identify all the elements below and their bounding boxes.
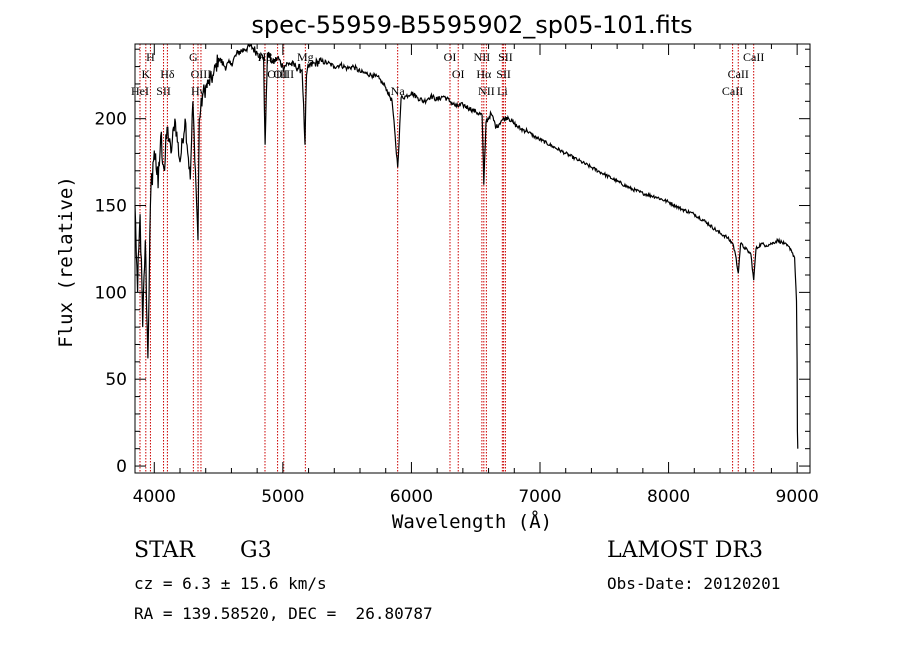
axis-tick-labels: 4000 5000 6000 7000 8000 9000 0 50 100 150 200 — [95, 110, 819, 507]
spectral-lines — [139, 44, 755, 473]
spectral-line-labels: HeIKHSIIHδGHγOIIIHβOIIIOIIIMgNaOIOINIIHα… — [131, 50, 764, 98]
spectral-line-label: H — [146, 50, 155, 64]
spectral-line-label: OIII — [191, 67, 212, 81]
y-axis-label: Flux (relative) — [55, 176, 77, 348]
spectral-line-label: G — [189, 50, 198, 64]
chart-title: spec-55959-B5595902_sp05-101.fits — [251, 11, 692, 39]
x-tick-label: 5000 — [261, 487, 304, 507]
y-tick-label: 150 — [95, 197, 127, 217]
spectral-line-label: CaII — [728, 67, 749, 81]
spectral-line-label: Hγ — [191, 84, 206, 98]
x-tick-label: 4000 — [133, 487, 176, 507]
x-axis-label: Wavelength (Å) — [392, 510, 552, 533]
spectral-line-label: OI — [452, 67, 465, 81]
spectral-line-label: SII — [156, 84, 171, 98]
y-tick-label: 0 — [116, 457, 127, 477]
spectral-line-label: CaII — [743, 50, 764, 64]
redshift-text: cz = 6.3 ± 15.6 km/s — [134, 574, 327, 593]
y-tick-label: 200 — [95, 110, 127, 130]
y-tick-label: 50 — [105, 370, 127, 390]
spectral-line-label: SII — [496, 67, 511, 81]
x-tick-label: 9000 — [776, 487, 819, 507]
spectral-line-label: K — [141, 67, 150, 81]
spectral-line-label: Mg — [297, 50, 314, 64]
coordinates-text: RA = 139.58520, DEC = 26.80787 — [134, 604, 433, 623]
spectral-line-label: OIII — [267, 67, 288, 81]
spectral-line-label: SII — [498, 50, 513, 64]
spectral-line-label: Li — [497, 84, 508, 98]
object-class: STAR — [134, 538, 195, 563]
observation-date: Obs-Date: 20120201 — [607, 574, 781, 593]
x-tick-label: 7000 — [518, 487, 561, 507]
y-tick-label: 100 — [95, 283, 127, 303]
spectral-line-label: OI — [444, 50, 457, 64]
spectrum-series-line — [134, 43, 799, 449]
x-tick-label: 8000 — [647, 487, 690, 507]
spectral-line-label: CaII — [722, 84, 743, 98]
spectral-line-label: OIII — [273, 67, 294, 81]
survey-name: LAMOST DR3 — [607, 538, 763, 563]
spectral-line-label: Hα — [476, 67, 492, 81]
spectral-line-label: Hδ — [160, 67, 175, 81]
axis-ticks — [135, 44, 810, 473]
spectral-line-label: NII — [474, 50, 491, 64]
spectral-line-label: HeI — [131, 84, 149, 98]
plot-frame — [134, 43, 811, 474]
spectral-line-label: Na — [391, 84, 406, 98]
x-tick-label: 6000 — [390, 487, 433, 507]
object-subclass: G3 — [240, 538, 272, 563]
spectral-line-label: NII — [478, 84, 495, 98]
